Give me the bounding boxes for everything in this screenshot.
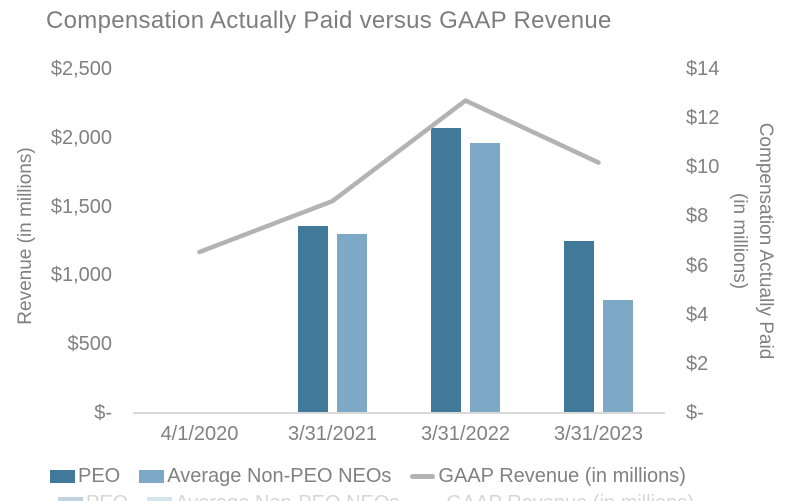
tick-left-tick-label: $2,500 <box>50 58 112 80</box>
tick-right-tick-label: $6 <box>686 254 709 277</box>
legend-color-swatch-icon <box>139 470 165 483</box>
legend-label: Average Non-PEO NEOs <box>175 492 399 501</box>
x-axis-label: 3/31/2021 <box>288 423 377 445</box>
x-axis-line <box>133 412 665 414</box>
legend-label: GAAP Revenue (in millions) <box>438 465 686 487</box>
legend-label: GAAP Revenue (in millions) <box>446 492 694 501</box>
tick-left-tick-label: $500 <box>67 333 113 356</box>
bar-average-non-peo-neos-3-31-2022 <box>470 142 500 413</box>
legend-item-gaap-revenue-in-millions-: GAAP Revenue (in millions) <box>418 492 694 501</box>
legend-color-swatch-icon <box>147 497 173 501</box>
tick-right-tick-label: $12 <box>686 107 720 130</box>
tick-right-tick-label: $10 <box>686 156 720 179</box>
tick-right-tick-label: $2 <box>686 352 709 375</box>
left-axis-title: Revenue (in millions) <box>15 147 36 325</box>
tick-left-tick-label: $1,000 <box>50 264 112 287</box>
right-axis-title-line1: Compensation Actually Paid <box>755 122 776 360</box>
x-axis-label: 3/31/2022 <box>421 423 510 445</box>
legend-ghost-row: PEO Average Non-PEO NEOs GAAP Revenue (in … <box>58 492 694 501</box>
tick-left-tick-label: $1,500 <box>50 195 112 218</box>
x-axis-label: 3/31/2023 <box>554 423 643 445</box>
legend-label: PEO <box>78 465 121 487</box>
legend-color-swatch-icon <box>58 497 83 501</box>
right-axis-title-line2: (in millions) <box>729 192 750 290</box>
bar-peo-3-31-2023 <box>564 241 594 413</box>
tick-right-tick-label: $14 <box>686 58 720 80</box>
x-axis-label: 4/1/2020 <box>160 423 239 445</box>
legend-label: PEO <box>86 492 128 501</box>
legend-color-swatch-icon <box>50 470 75 483</box>
tick-right-tick-label: $4 <box>686 303 709 326</box>
legend-line-swatch-icon <box>410 474 436 479</box>
legend-item-gaap-revenue-in-millions-: GAAP Revenue (in millions) <box>410 465 686 488</box>
tick-left-tick-label: $2,000 <box>50 126 112 149</box>
bar-average-non-peo-neos-3-31-2023 <box>603 299 633 413</box>
legend-item-average-non-peo-neos: Average Non-PEO NEOs <box>139 465 391 488</box>
right-axis-title: Compensation Actually Paid (in millions) <box>726 123 778 360</box>
bar-average-non-peo-neos-3-31-2021 <box>337 233 367 413</box>
bar-peo-3-31-2022 <box>431 127 461 413</box>
legend-item-peo: PEO <box>58 492 128 501</box>
chart-title: Compensation Actually Paid versus GAAP R… <box>46 7 612 34</box>
legend-item-average-non-peo-neos: Average Non-PEO NEOs <box>147 492 399 501</box>
tick-left-tick-label: $- <box>94 402 112 424</box>
legend: PEO Average Non-PEO NEOs GAAP Revenue (in … <box>50 465 686 488</box>
tick-right-tick-label: $- <box>686 402 704 424</box>
bar-peo-3-31-2021 <box>298 226 328 413</box>
legend-label: Average Non-PEO NEOs <box>167 465 392 487</box>
legend-item-peo: PEO <box>50 465 120 488</box>
tick-right-tick-label: $8 <box>686 205 709 228</box>
